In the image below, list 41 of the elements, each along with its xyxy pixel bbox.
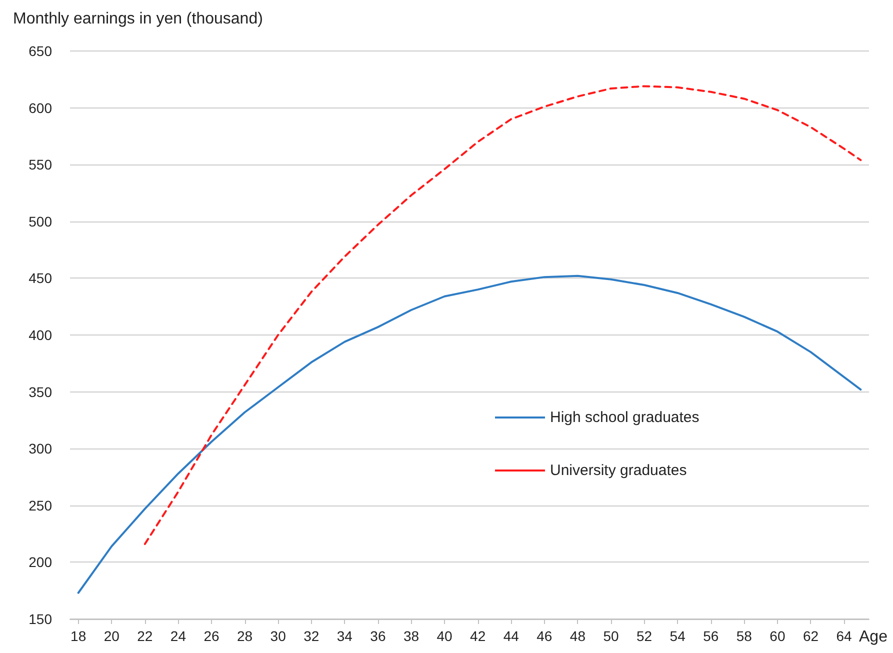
- y-tick-label: 650: [28, 43, 52, 59]
- x-tick-label: 22: [137, 628, 153, 644]
- x-tick-label: 62: [802, 628, 819, 644]
- x-tick-label: 26: [204, 628, 220, 644]
- x-tick-label: 48: [570, 628, 586, 644]
- x-tick-label: 38: [403, 628, 420, 644]
- x-tick-label: 52: [636, 628, 652, 644]
- y-tick-label: 250: [28, 497, 52, 514]
- x-tick-label: 50: [603, 628, 619, 644]
- x-tick-label: 64: [836, 628, 852, 644]
- x-tick-label: 60: [770, 628, 786, 644]
- x-tick-label: 34: [336, 628, 353, 644]
- line-series: [77, 274, 862, 594]
- x-tick-label: 58: [736, 628, 752, 644]
- x-tick-label: 40: [436, 628, 453, 644]
- x-tick-label: 20: [104, 628, 120, 644]
- legend-label: University graduates: [550, 462, 687, 479]
- x-tick-label: 56: [703, 628, 719, 644]
- x-tick-label: 54: [670, 628, 686, 644]
- x-axis-title: Age: [859, 628, 888, 646]
- y-tick-label: 200: [28, 554, 52, 570]
- x-tick-label: 42: [470, 628, 486, 644]
- y-tick-label: 400: [28, 327, 52, 343]
- x-tick-label: 46: [536, 628, 552, 644]
- legend-label: High school graduates: [550, 409, 700, 426]
- y-tick-label: 550: [28, 156, 52, 173]
- x-tick-label: 28: [236, 628, 253, 644]
- x-tick-label: 24: [170, 628, 186, 644]
- y-tick-label: 450: [28, 270, 52, 286]
- y-tick-label: 350: [28, 384, 52, 400]
- y-tick-label: 300: [28, 440, 52, 457]
- y-tick-label: 150: [28, 611, 52, 627]
- x-tick-label: 30: [270, 628, 286, 644]
- x-tick-label: 32: [304, 628, 320, 644]
- x-tick-label: 18: [70, 628, 86, 644]
- x-tick-label: 36: [370, 628, 386, 644]
- y-tick-label: 600: [28, 100, 52, 116]
- y-axis-title: Monthly earnings in yen (thousand): [13, 10, 263, 28]
- y-tick-label: 500: [28, 213, 52, 230]
- x-tick-label: 44: [503, 628, 520, 644]
- line-series: [144, 85, 862, 546]
